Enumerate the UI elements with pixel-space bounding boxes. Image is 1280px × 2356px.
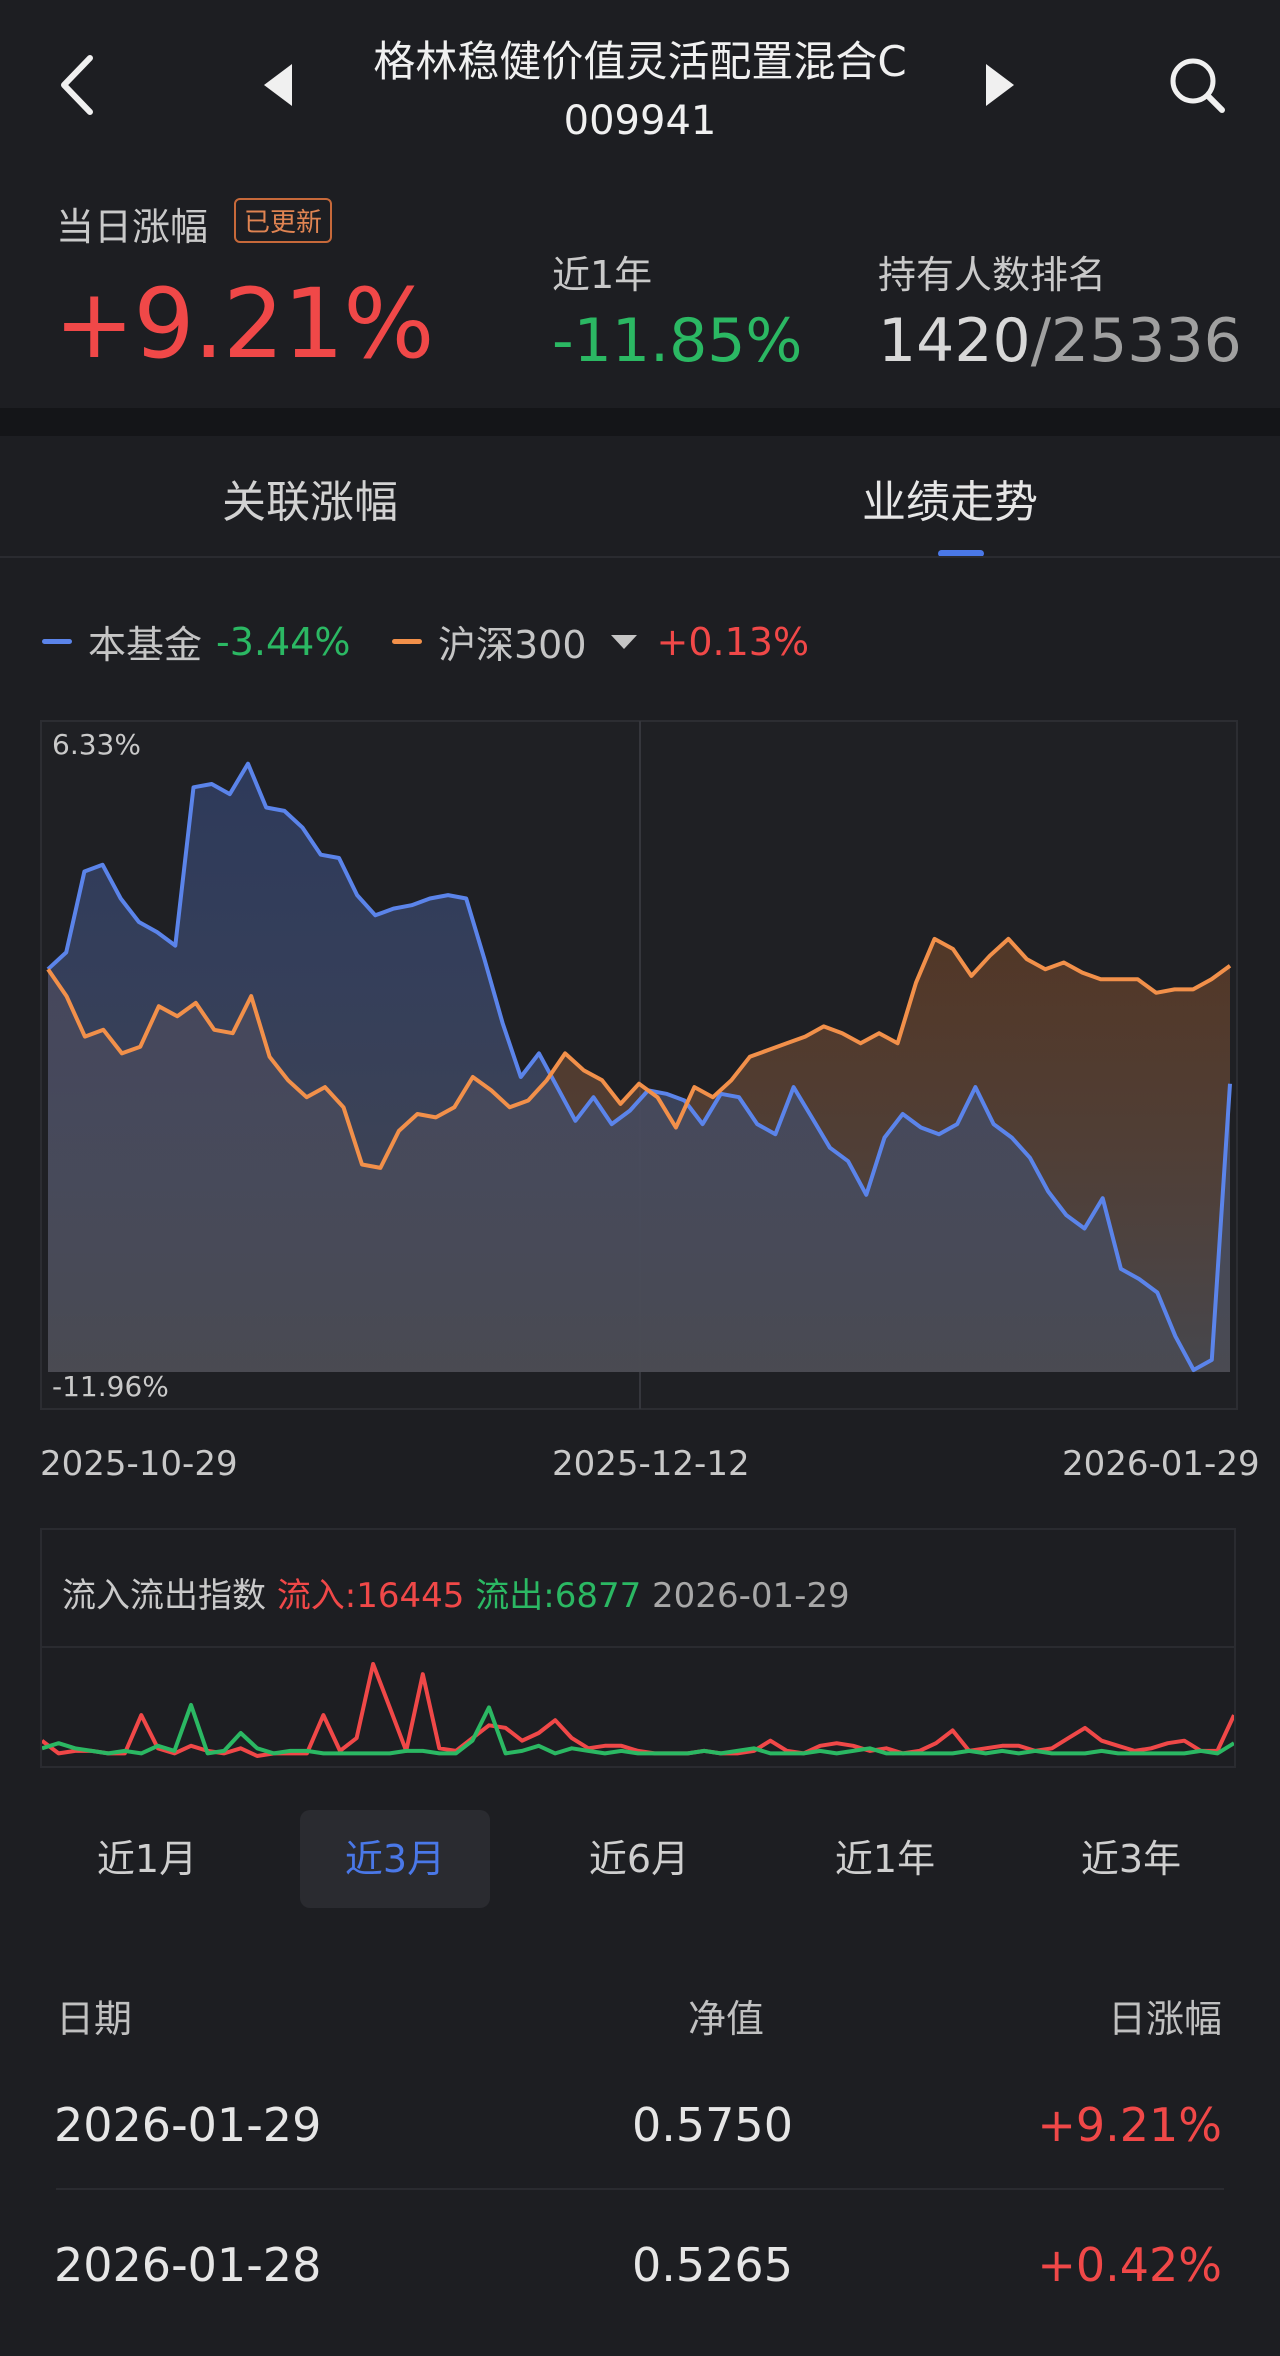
period-1-month[interactable]: 近1月 xyxy=(96,1837,198,1881)
x-tick-label-start: 2025-10-29 xyxy=(40,1444,238,1484)
legend-fund-value: -3.44% xyxy=(216,619,351,664)
legend-index-name[interactable]: 沪深300 xyxy=(438,623,587,667)
header-daily-change: 日涨幅 xyxy=(1107,1997,1222,2041)
y-min-label: -11.96% xyxy=(52,1370,169,1403)
outflow-line xyxy=(42,1702,1234,1756)
header-nav: 净值 xyxy=(688,1997,765,2041)
daily-change-label: 当日涨幅 xyxy=(56,205,209,249)
table-row[interactable]: 2026-01-29 0.5750 +9.21% xyxy=(0,2076,1280,2216)
period-6-months[interactable]: 近6月 xyxy=(588,1837,690,1881)
flow-index-title: 流入流出指数 xyxy=(62,1576,266,1616)
holder-rank-value: 1420/25336 xyxy=(878,306,1242,376)
fund-code: 009941 xyxy=(563,98,717,144)
row-date: 2026-01-28 xyxy=(54,2238,322,2292)
row-date: 2026-01-29 xyxy=(54,2098,322,2152)
inflow-line xyxy=(42,1662,1234,1758)
header-date: 日期 xyxy=(56,1997,133,2041)
performance-chart[interactable]: 6.33% -11.96% xyxy=(40,720,1238,1410)
fund-line-swatch xyxy=(42,639,72,644)
legend-fund-name: 本基金 xyxy=(88,623,203,667)
active-tab-indicator xyxy=(938,550,984,557)
period-1-year[interactable]: 近1年 xyxy=(834,1837,936,1881)
rank-position: 1420 xyxy=(878,306,1031,376)
fund-series-area xyxy=(48,763,1230,1372)
next-fund-icon[interactable] xyxy=(980,60,1020,110)
flow-index-panel: 流入流出指数 流入:16445 流出:6877 2026-01-29 xyxy=(40,1528,1236,1768)
y-max-label: 6.33% xyxy=(52,728,141,761)
x-tick-label-end: 2026-01-29 xyxy=(1062,1444,1260,1484)
tab-performance-trend[interactable]: 业绩走势 xyxy=(862,477,1038,528)
legend-index-value: +0.13% xyxy=(656,619,810,664)
dropdown-caret-icon[interactable] xyxy=(610,634,637,649)
holder-rank-label: 持有人数排名 xyxy=(878,253,1107,297)
x-tick-label-mid: 2025-12-12 xyxy=(552,1444,750,1484)
updated-badge: 已更新 xyxy=(234,198,333,243)
flow-inflow: 流入:16445 xyxy=(276,1576,465,1616)
previous-fund-icon[interactable] xyxy=(258,60,298,110)
top-bar: 格林稳健价值灵活配置混合C 009941 xyxy=(0,0,1280,170)
section-divider xyxy=(0,408,1280,436)
tab-related-change[interactable]: 关联涨幅 xyxy=(222,477,398,528)
legend-index[interactable]: 沪深300 +0.13% xyxy=(392,614,809,669)
flow-divider xyxy=(42,1646,1234,1648)
table-row[interactable]: 2026-01-28 0.5265 +0.42% xyxy=(0,2216,1280,2356)
daily-change-value: +9.21% xyxy=(54,268,434,380)
index-line-swatch xyxy=(392,639,422,644)
period-3-months[interactable]: 近3月 xyxy=(300,1810,490,1908)
index-series-line xyxy=(46,936,1232,1170)
row-change: +9.21% xyxy=(1037,2098,1222,2152)
tab-divider xyxy=(0,556,1280,558)
row-divider xyxy=(56,2188,1224,2190)
flow-outflow: 流出:6877 xyxy=(475,1576,642,1616)
back-arrow-icon[interactable] xyxy=(50,50,110,120)
search-icon[interactable] xyxy=(1166,54,1228,116)
rank-total: /25336 xyxy=(1030,306,1242,376)
one-year-value: -11.85% xyxy=(552,306,803,376)
period-3-years[interactable]: 近3年 xyxy=(1080,1837,1182,1881)
fund-series-line xyxy=(46,761,1232,1372)
one-year-label: 近1年 xyxy=(552,253,653,297)
fund-title: 格林稳健价值灵活配置混合C xyxy=(373,37,907,86)
flow-index-chart[interactable] xyxy=(42,1648,1234,1766)
row-change: +0.42% xyxy=(1037,2238,1222,2292)
flow-date: 2026-01-29 xyxy=(652,1576,850,1616)
row-nav: 0.5265 xyxy=(632,2238,793,2292)
flow-index-header: 流入流出指数 流入:16445 流出:6877 2026-01-29 xyxy=(62,1568,850,1617)
legend-fund: 本基金 -3.44% xyxy=(42,614,350,669)
row-nav: 0.5750 xyxy=(632,2098,793,2152)
